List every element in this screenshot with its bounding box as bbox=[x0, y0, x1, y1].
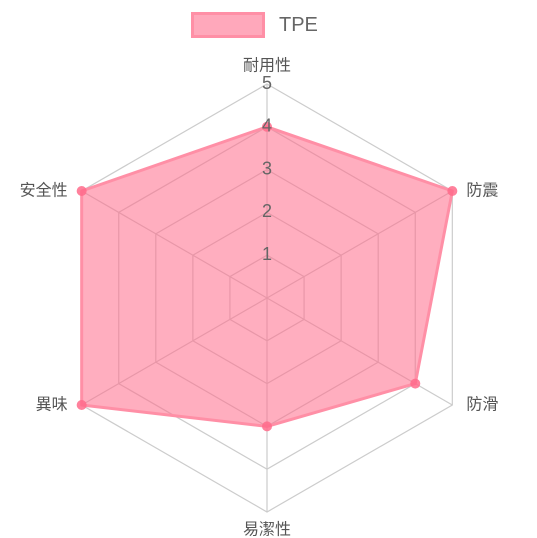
chart-legend[interactable]: TPE bbox=[191, 12, 318, 38]
tick-label-1: 1 bbox=[262, 244, 272, 264]
data-point-5[interactable] bbox=[76, 400, 87, 410]
axis-label-3: 防滑 bbox=[466, 395, 498, 414]
data-point-4[interactable] bbox=[262, 421, 272, 432]
tick-label-4: 4 bbox=[262, 116, 272, 136]
legend-swatch-tpe bbox=[191, 12, 265, 38]
tick-label-2: 2 bbox=[262, 201, 272, 221]
data-point-2[interactable] bbox=[447, 186, 458, 196]
axis-label-6: 安全性 bbox=[20, 181, 68, 200]
axis-label-4: 易潔性 bbox=[243, 520, 291, 538]
data-point-3[interactable] bbox=[410, 378, 421, 389]
data-point-1[interactable] bbox=[262, 121, 272, 132]
axis-label-2: 防震 bbox=[466, 181, 498, 200]
axis-label-5: 異味 bbox=[36, 395, 68, 414]
tick-label-3: 3 bbox=[262, 158, 272, 178]
tick-label-5: 5 bbox=[262, 73, 272, 93]
data-point-6[interactable] bbox=[76, 186, 87, 196]
axis-label-1: 耐用性 bbox=[243, 56, 291, 75]
legend-label-tpe: TPE bbox=[279, 13, 318, 36]
